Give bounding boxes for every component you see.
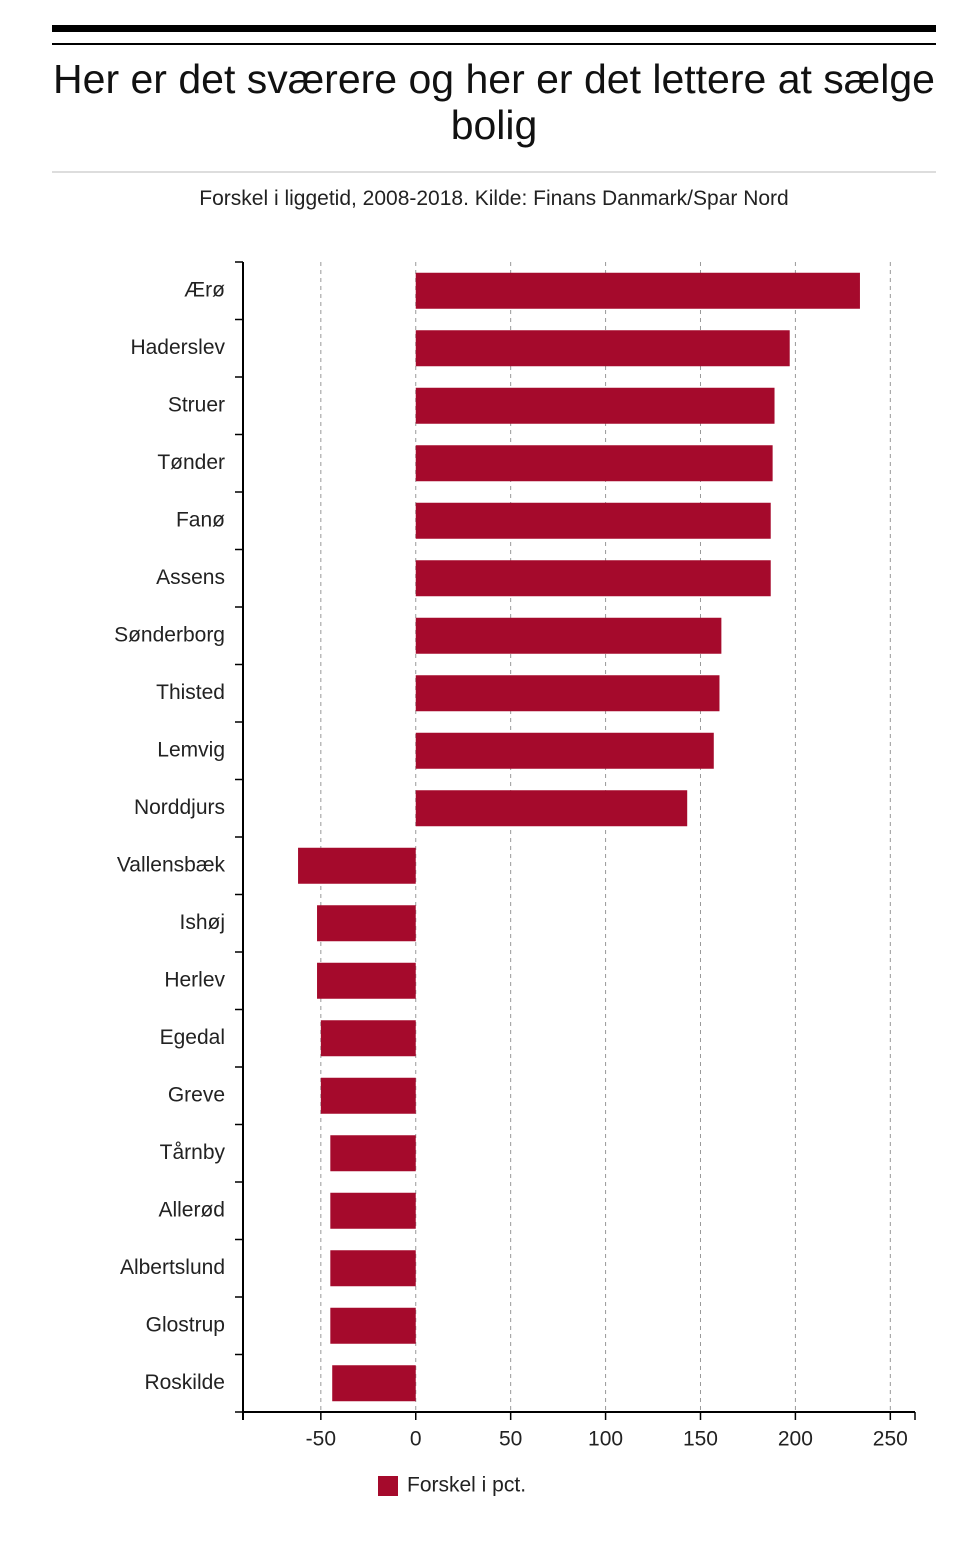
x-tick-label: 200	[778, 1428, 813, 1451]
x-tick-label: 150	[683, 1428, 718, 1451]
y-tick-label: Sønderborg	[114, 623, 225, 646]
bar	[415, 617, 722, 654]
bar	[415, 445, 773, 482]
y-tick-label: Allerød	[158, 1198, 225, 1221]
bar	[330, 1307, 416, 1344]
y-tick-label: Greve	[168, 1083, 225, 1106]
chart-subtitle: Forskel i liggetid, 2008-2018. Kilde: Fi…	[199, 187, 789, 210]
y-tick-label: Thisted	[156, 681, 225, 704]
bar	[330, 1192, 416, 1229]
x-tick-label: 50	[499, 1428, 522, 1451]
bar	[415, 732, 714, 769]
y-tick-label: Vallensbæk	[117, 853, 226, 876]
bar	[415, 502, 771, 539]
y-tick-label: Tårnby	[160, 1141, 226, 1164]
header-rule	[52, 43, 936, 45]
y-tick-label: Herlev	[164, 968, 225, 991]
bar	[415, 675, 720, 712]
header-rule	[52, 25, 936, 32]
y-tick-label: Ishøj	[179, 911, 225, 934]
x-tick-label: -50	[306, 1428, 336, 1451]
y-tick-label: Ærø	[184, 278, 225, 301]
y-tick-label: Lemvig	[157, 738, 225, 761]
bar	[317, 962, 416, 999]
bar	[415, 790, 688, 827]
bar	[415, 387, 775, 424]
y-tick-label: Struer	[168, 393, 225, 416]
legend-label: Forskel i pct.	[407, 1474, 526, 1497]
divider	[52, 171, 936, 173]
bar	[415, 560, 771, 597]
y-tick-label: Egedal	[160, 1026, 225, 1049]
y-tick-label: Fanø	[176, 508, 225, 531]
y-tick-label: Haderslev	[130, 336, 225, 359]
y-tick-label: Roskilde	[144, 1371, 225, 1394]
y-tick-label: Glostrup	[146, 1313, 225, 1336]
x-tick-label: 250	[873, 1428, 908, 1451]
x-tick-label: 100	[588, 1428, 623, 1451]
bar	[330, 1250, 416, 1287]
bar	[330, 1135, 416, 1172]
y-tick-label: Tønder	[157, 451, 225, 474]
bar	[317, 905, 416, 942]
bar	[332, 1365, 416, 1402]
bar	[320, 1020, 416, 1057]
bar	[415, 272, 860, 309]
chart-title: Her er det sværere og her er det lettere…	[53, 56, 935, 148]
y-tick-label: Albertslund	[120, 1256, 225, 1279]
x-tick-label: 0	[410, 1428, 422, 1451]
bar	[298, 847, 416, 884]
bar	[320, 1077, 416, 1114]
bar	[415, 330, 790, 367]
legend-swatch	[378, 1476, 398, 1496]
y-tick-label: Assens	[156, 566, 225, 589]
y-tick-label: Norddjurs	[134, 796, 225, 819]
